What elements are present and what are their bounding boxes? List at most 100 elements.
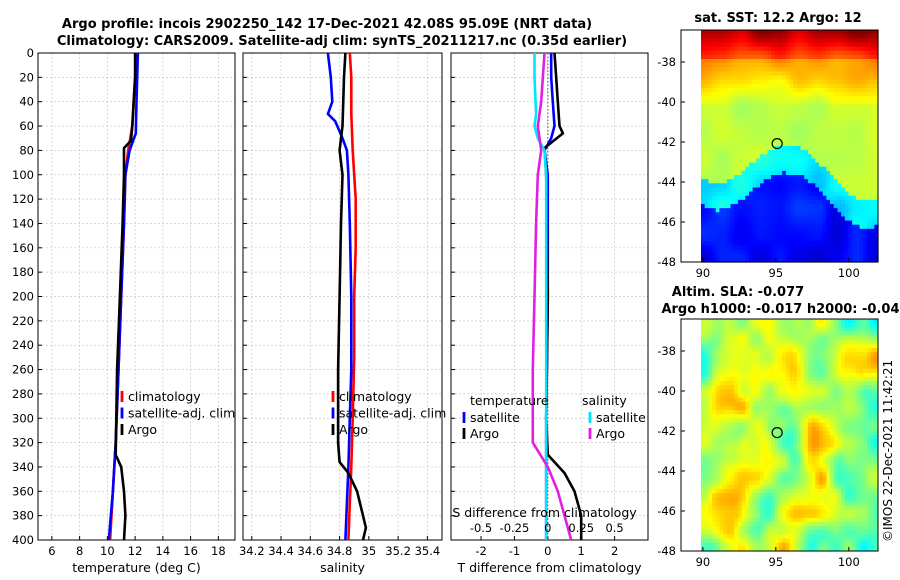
heatmap-cell xyxy=(704,92,709,97)
heatmap-cell xyxy=(819,327,824,333)
heatmap-cell xyxy=(804,79,809,85)
heatmap-cell xyxy=(763,30,768,35)
heatmap-cell xyxy=(844,183,850,189)
heatmap-cell xyxy=(745,59,750,64)
heatmap-cell xyxy=(701,319,706,324)
heatmap-cell xyxy=(830,253,835,259)
heatmap-cell xyxy=(841,228,846,234)
heatmap-cell xyxy=(715,401,721,407)
heatmap-cell xyxy=(748,443,754,449)
heatmap-cell xyxy=(760,50,765,56)
heatmap-cell xyxy=(844,187,850,193)
heatmap-cell xyxy=(767,323,772,328)
heatmap-cell xyxy=(778,327,783,333)
heatmap-cell xyxy=(796,257,802,263)
heatmap-cell xyxy=(730,121,735,126)
heatmap-cell xyxy=(844,464,850,469)
heatmap-cell xyxy=(785,464,791,469)
heatmap-cell xyxy=(822,224,827,230)
heatmap-cell xyxy=(848,319,853,324)
heatmap-cell xyxy=(874,360,879,366)
heatmap-cell xyxy=(833,129,839,135)
heatmap-cell xyxy=(870,141,875,147)
heatmap-cell xyxy=(785,455,791,461)
heatmap-cell xyxy=(708,108,713,114)
heatmap-cell xyxy=(866,83,872,89)
heatmap-cell xyxy=(815,484,820,490)
heatmap-cell xyxy=(841,46,846,52)
heatmap-cell xyxy=(819,352,824,357)
heatmap-cell xyxy=(712,204,717,209)
heatmap-cell xyxy=(730,253,735,259)
heatmap-cell xyxy=(708,100,713,106)
heatmap-cell xyxy=(737,220,743,226)
heatmap-cell xyxy=(737,204,743,209)
heatmap-cell xyxy=(863,472,868,478)
heatmap-cell xyxy=(855,183,861,189)
heatmap-cell xyxy=(830,212,835,218)
heatmap-cell xyxy=(704,195,709,201)
heatmap-cell xyxy=(826,216,831,222)
heatmap-cell xyxy=(752,368,757,374)
heatmap-cell xyxy=(870,166,875,172)
heatmap-cell xyxy=(774,67,780,73)
heatmap-cell xyxy=(804,92,809,97)
heatmap-cell xyxy=(796,183,802,189)
heatmap-cell xyxy=(841,410,846,415)
heatmap-cell xyxy=(737,257,743,263)
heatmap-cell xyxy=(819,401,824,407)
heatmap-cell xyxy=(723,199,728,205)
heatmap-cell xyxy=(726,83,732,89)
heatmap-cell xyxy=(848,381,853,386)
heatmap-cell xyxy=(826,335,831,341)
heatmap-cell xyxy=(863,146,868,151)
heatmap-cell xyxy=(756,451,761,457)
heatmap-cell xyxy=(737,208,743,213)
heatmap-cell xyxy=(874,435,879,440)
heatmap-cell xyxy=(855,170,861,176)
heatmap-cell xyxy=(741,339,746,345)
heatmap-cell xyxy=(719,368,724,374)
heatmap-cell xyxy=(745,92,750,97)
heatmap-cell xyxy=(752,422,757,428)
heatmap-cell xyxy=(852,364,857,370)
heatmap-cell xyxy=(852,92,857,97)
heatmap-cell xyxy=(715,100,721,106)
heatmap-cell xyxy=(804,146,809,151)
heatmap-cell xyxy=(844,141,850,147)
heatmap-cell xyxy=(726,348,732,353)
heatmap-cell xyxy=(833,393,839,399)
heatmap-cell xyxy=(701,59,706,64)
heatmap-cell xyxy=(708,75,713,81)
heatmap-cell xyxy=(771,121,776,126)
heatmap-cell xyxy=(701,121,706,126)
heatmap-cell xyxy=(841,439,846,444)
heatmap-cell xyxy=(737,183,743,189)
heatmap-cell xyxy=(819,75,824,81)
heatmap-cell xyxy=(815,393,820,399)
heatmap-cell xyxy=(712,175,717,180)
heatmap-cell xyxy=(874,228,879,234)
heatmap-cell xyxy=(874,414,879,420)
heatmap-cell xyxy=(844,472,850,478)
heatmap-cell xyxy=(756,389,761,395)
heatmap-cell xyxy=(715,67,721,73)
heatmap-cell xyxy=(844,146,850,151)
heatmap-cell xyxy=(752,63,757,68)
heatmap-cell xyxy=(715,476,721,482)
heatmap-cell xyxy=(804,38,809,44)
heatmap-cell xyxy=(701,208,706,213)
heatmap-cell xyxy=(822,150,827,155)
heatmap-cell xyxy=(789,381,794,386)
x-tick-label: 1 xyxy=(578,544,585,558)
heatmap-cell xyxy=(734,381,739,386)
heatmap-cell xyxy=(726,480,732,486)
heatmap-cell xyxy=(778,195,783,201)
heatmap-cell xyxy=(701,187,706,193)
heatmap-cell xyxy=(756,183,761,189)
heatmap-cell xyxy=(796,385,802,391)
heatmap-cell xyxy=(819,459,824,465)
heatmap-cell xyxy=(844,360,850,366)
heatmap-cell xyxy=(778,30,783,35)
heatmap-cell xyxy=(800,372,805,378)
